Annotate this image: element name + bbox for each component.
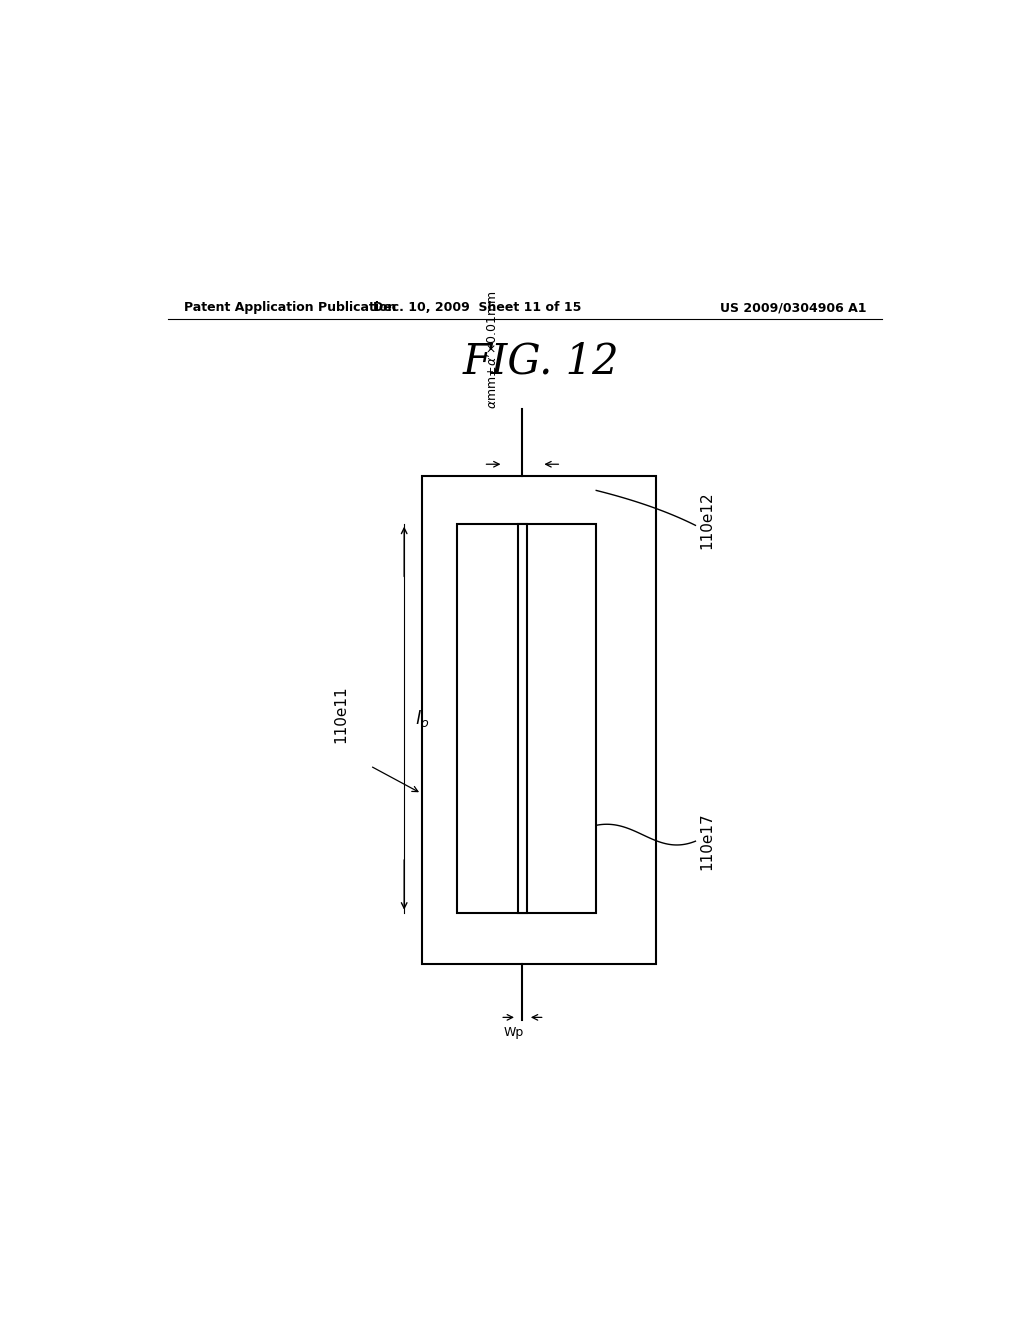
Text: 110e17: 110e17 — [699, 812, 715, 870]
Bar — [518, 524, 527, 912]
Text: Wp: Wp — [504, 1026, 523, 1039]
Text: $l_o$: $l_o$ — [416, 708, 429, 729]
Bar — [422, 477, 655, 964]
Text: $\alpha$mm$\pm$$\alpha$’$\times$0.01mm: $\alpha$mm$\pm$$\alpha$’$\times$0.01mm — [486, 290, 500, 409]
Text: US 2009/0304906 A1: US 2009/0304906 A1 — [720, 301, 866, 314]
Text: 110e11: 110e11 — [333, 685, 348, 743]
Text: Dec. 10, 2009  Sheet 11 of 15: Dec. 10, 2009 Sheet 11 of 15 — [373, 301, 582, 314]
Text: 110e12: 110e12 — [699, 491, 715, 549]
Text: FIG. 12: FIG. 12 — [463, 341, 618, 381]
Bar — [458, 524, 596, 912]
Text: Patent Application Publication: Patent Application Publication — [183, 301, 396, 314]
